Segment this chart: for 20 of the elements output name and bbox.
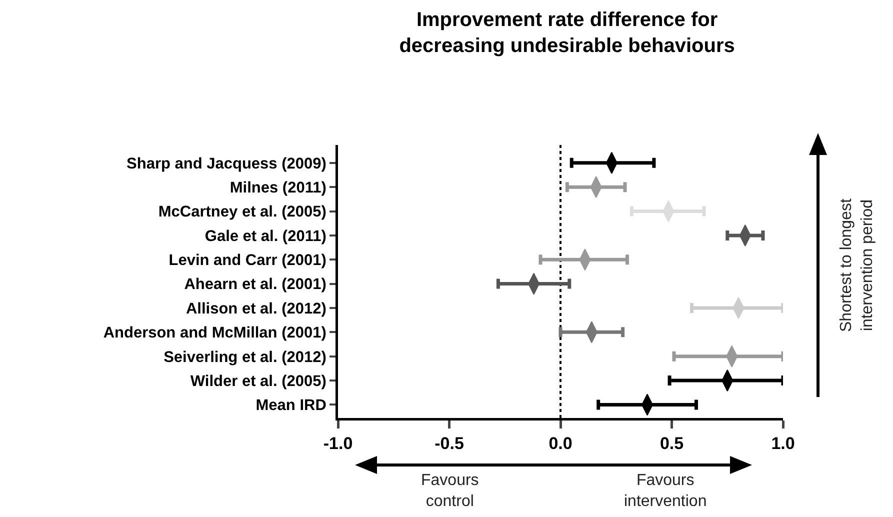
y-tick-label: Levin and Carr (2001) bbox=[168, 252, 326, 270]
x-tick-label: 1.0 bbox=[771, 434, 795, 453]
text: Favours control bbox=[421, 472, 479, 510]
x-tick-label: -1.0 bbox=[323, 434, 353, 453]
y-tick-label: Ahearn et al. (2001) bbox=[184, 276, 326, 294]
text: Shortest to longest intervention period bbox=[838, 198, 876, 332]
x-tick-label: 0.0 bbox=[548, 434, 572, 453]
x-tick-label: 0.5 bbox=[660, 434, 684, 453]
y-tick-label: Milnes (2011) bbox=[230, 179, 326, 196]
chart-title: Improvement rate difference for decreasing undesirable behaviours bbox=[399, 8, 735, 57]
y-tick-label: Sharp and Jacquess (2009) bbox=[126, 155, 326, 172]
y-tick-label: Anderson and McMillan (2001) bbox=[103, 324, 326, 342]
y-tick-label: Gale et al. (2011) bbox=[204, 228, 326, 245]
y-tick-label: Seiverling et al. (2012) bbox=[164, 348, 326, 366]
y-tick-label: Wilder et al. (2005) bbox=[190, 372, 326, 390]
y-tick-label: Mean IRD bbox=[256, 397, 326, 414]
y-tick-label: McCartney et al. (2005) bbox=[158, 204, 326, 221]
y-tick-label: Allison et al. (2012) bbox=[186, 300, 326, 318]
text: Favours intervention bbox=[624, 472, 707, 510]
x-tick-label: -0.5 bbox=[434, 434, 464, 453]
